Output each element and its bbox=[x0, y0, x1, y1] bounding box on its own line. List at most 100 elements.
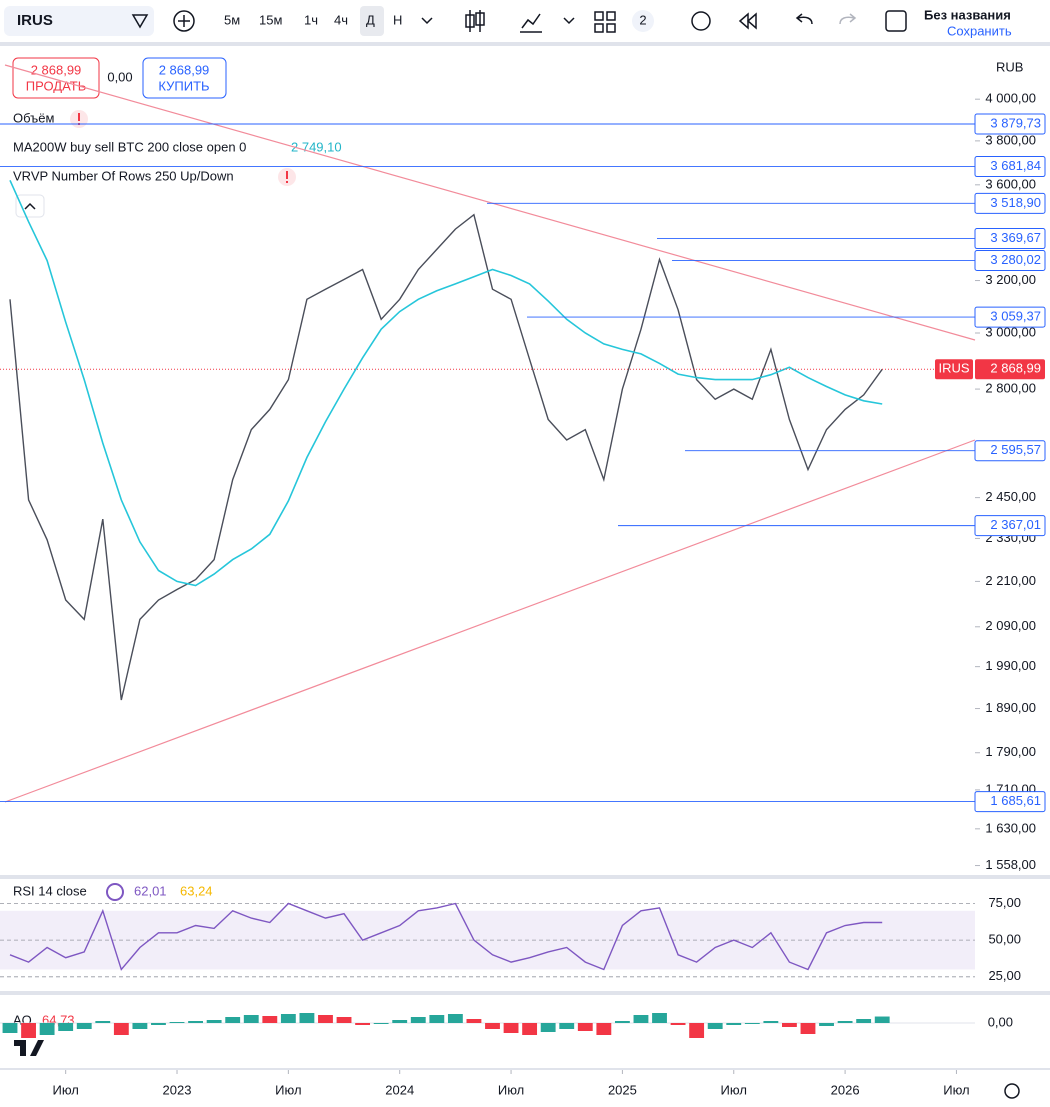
ao-bar bbox=[744, 1023, 760, 1024]
x-tick-label: Июл bbox=[943, 1082, 969, 1097]
save-link[interactable]: Сохранить bbox=[947, 23, 1012, 38]
x-tick-label: 2025 bbox=[608, 1082, 637, 1097]
ao-bar bbox=[355, 1023, 371, 1025]
x-tick-label: 2023 bbox=[163, 1082, 192, 1097]
ao-bar bbox=[95, 1021, 111, 1023]
ao-bar bbox=[800, 1023, 816, 1034]
ao-bar bbox=[466, 1019, 482, 1023]
interval[interactable]: 15м bbox=[259, 12, 282, 27]
ao-bar bbox=[652, 1013, 667, 1023]
ao-bar bbox=[410, 1017, 426, 1023]
ao-bar bbox=[151, 1023, 166, 1025]
ao-bar bbox=[689, 1023, 705, 1038]
interval[interactable]: 4ч bbox=[334, 12, 348, 27]
undo-icon[interactable] bbox=[795, 13, 813, 25]
alert-icon[interactable] bbox=[691, 11, 711, 31]
currency[interactable]: RUB bbox=[996, 59, 1023, 74]
buy-button[interactable] bbox=[142, 57, 227, 99]
y-tick-label: 0,00 bbox=[988, 1014, 1013, 1029]
ao-bar bbox=[225, 1017, 241, 1023]
sell-price: 2 868,99 bbox=[31, 62, 82, 77]
ao-bar bbox=[819, 1023, 834, 1026]
x-tick-label: 2026 bbox=[831, 1082, 860, 1097]
ao-bar bbox=[318, 1015, 333, 1023]
trend-line[interactable] bbox=[4, 64, 976, 341]
x-tick-label: Июл bbox=[52, 1082, 78, 1097]
level-label: 3 879,73 bbox=[990, 115, 1041, 130]
collapse-button[interactable] bbox=[15, 194, 45, 218]
icon[interactable] bbox=[131, 14, 149, 29]
ao-bar bbox=[837, 1021, 853, 1023]
ao-bar bbox=[596, 1023, 612, 1035]
ao-bar bbox=[373, 1023, 389, 1024]
symbol[interactable]: IRUS bbox=[17, 12, 53, 29]
collapse-icon bbox=[24, 202, 36, 210]
y-tick-label: 75,00 bbox=[988, 895, 1021, 910]
level-label: 3 681,84 bbox=[990, 158, 1041, 173]
level-label-box bbox=[974, 228, 1046, 250]
x-tick-label: 2024 bbox=[385, 1082, 414, 1097]
ao-bar bbox=[633, 1015, 649, 1023]
ao-bar bbox=[670, 1023, 686, 1025]
interval[interactable]: 5м bbox=[224, 12, 240, 27]
chart-type-icon[interactable] bbox=[465, 10, 485, 32]
interval[interactable]: Н bbox=[393, 12, 402, 27]
level-label-box bbox=[974, 515, 1046, 537]
last-price-box bbox=[975, 359, 1045, 380]
redo-icon[interactable] bbox=[839, 13, 857, 25]
y-tick-label: 1 990,00 bbox=[985, 658, 1036, 673]
ao-bar bbox=[280, 1014, 296, 1023]
ao-bar bbox=[577, 1023, 593, 1031]
x-tick-label: Июл bbox=[498, 1082, 524, 1097]
y-tick-label: 1 558,00 bbox=[985, 857, 1036, 872]
layout-name[interactable]: Без названия bbox=[924, 7, 1011, 22]
vrvp-legend[interactable]: VRVP Number Of Rows 250 Up/Down bbox=[13, 168, 234, 183]
dropdown[interactable] bbox=[421, 17, 433, 25]
y-tick-label: 3 200,00 bbox=[985, 272, 1036, 287]
ao-bar bbox=[782, 1023, 797, 1027]
y-tick-label: 3 000,00 bbox=[985, 324, 1036, 339]
ma-legend[interactable]: MA200W buy sell BTC 200 close open 0 bbox=[13, 139, 246, 154]
level-label: 3 518,90 bbox=[990, 195, 1041, 210]
y-tick-label: 25,00 bbox=[988, 968, 1021, 983]
ma-value: 2 749,10 bbox=[291, 139, 342, 154]
ao-bar bbox=[58, 1023, 74, 1031]
settings-icon[interactable] bbox=[1004, 1083, 1020, 1099]
ao-bar bbox=[559, 1023, 575, 1029]
ao-bar bbox=[113, 1023, 129, 1035]
ao-bar bbox=[392, 1020, 408, 1023]
checkbox[interactable] bbox=[885, 10, 907, 32]
ao-bar bbox=[874, 1016, 890, 1023]
symbol-search[interactable] bbox=[4, 6, 154, 36]
dropdown[interactable] bbox=[563, 17, 575, 25]
rsi-signal-value: 63,24 bbox=[180, 883, 213, 898]
sell-button[interactable] bbox=[12, 57, 100, 99]
volume-legend[interactable]: Объём bbox=[13, 110, 54, 125]
level-label-box bbox=[974, 249, 1046, 271]
ao-bar bbox=[485, 1023, 500, 1029]
badge bbox=[632, 10, 654, 32]
ao-bar bbox=[2, 1023, 18, 1033]
y-tick-label: 4 000,00 bbox=[985, 91, 1036, 106]
trend-line[interactable] bbox=[4, 439, 976, 803]
rsi-legend[interactable]: RSI 14 close bbox=[13, 883, 87, 898]
ao-bar bbox=[614, 1021, 630, 1023]
ao-bar bbox=[299, 1013, 315, 1023]
level-label: 2 595,57 bbox=[990, 442, 1041, 457]
ma-line bbox=[9, 179, 883, 587]
ao-bar bbox=[188, 1021, 203, 1023]
ao-bar bbox=[707, 1023, 723, 1029]
add-icon[interactable] bbox=[173, 10, 195, 32]
ao-bar bbox=[39, 1023, 55, 1035]
interval[interactable]: Д bbox=[366, 12, 375, 27]
y-tick-label: 50,00 bbox=[988, 932, 1021, 947]
sell-label: ПРОДАТЬ bbox=[26, 78, 87, 93]
level-label: 3 059,37 bbox=[990, 309, 1041, 324]
layout-icon[interactable] bbox=[594, 11, 616, 33]
level-label-box bbox=[974, 791, 1046, 813]
indicators-icon[interactable] bbox=[520, 13, 542, 33]
replay-icon[interactable] bbox=[738, 12, 757, 30]
interval[interactable]: 1ч bbox=[304, 12, 318, 27]
